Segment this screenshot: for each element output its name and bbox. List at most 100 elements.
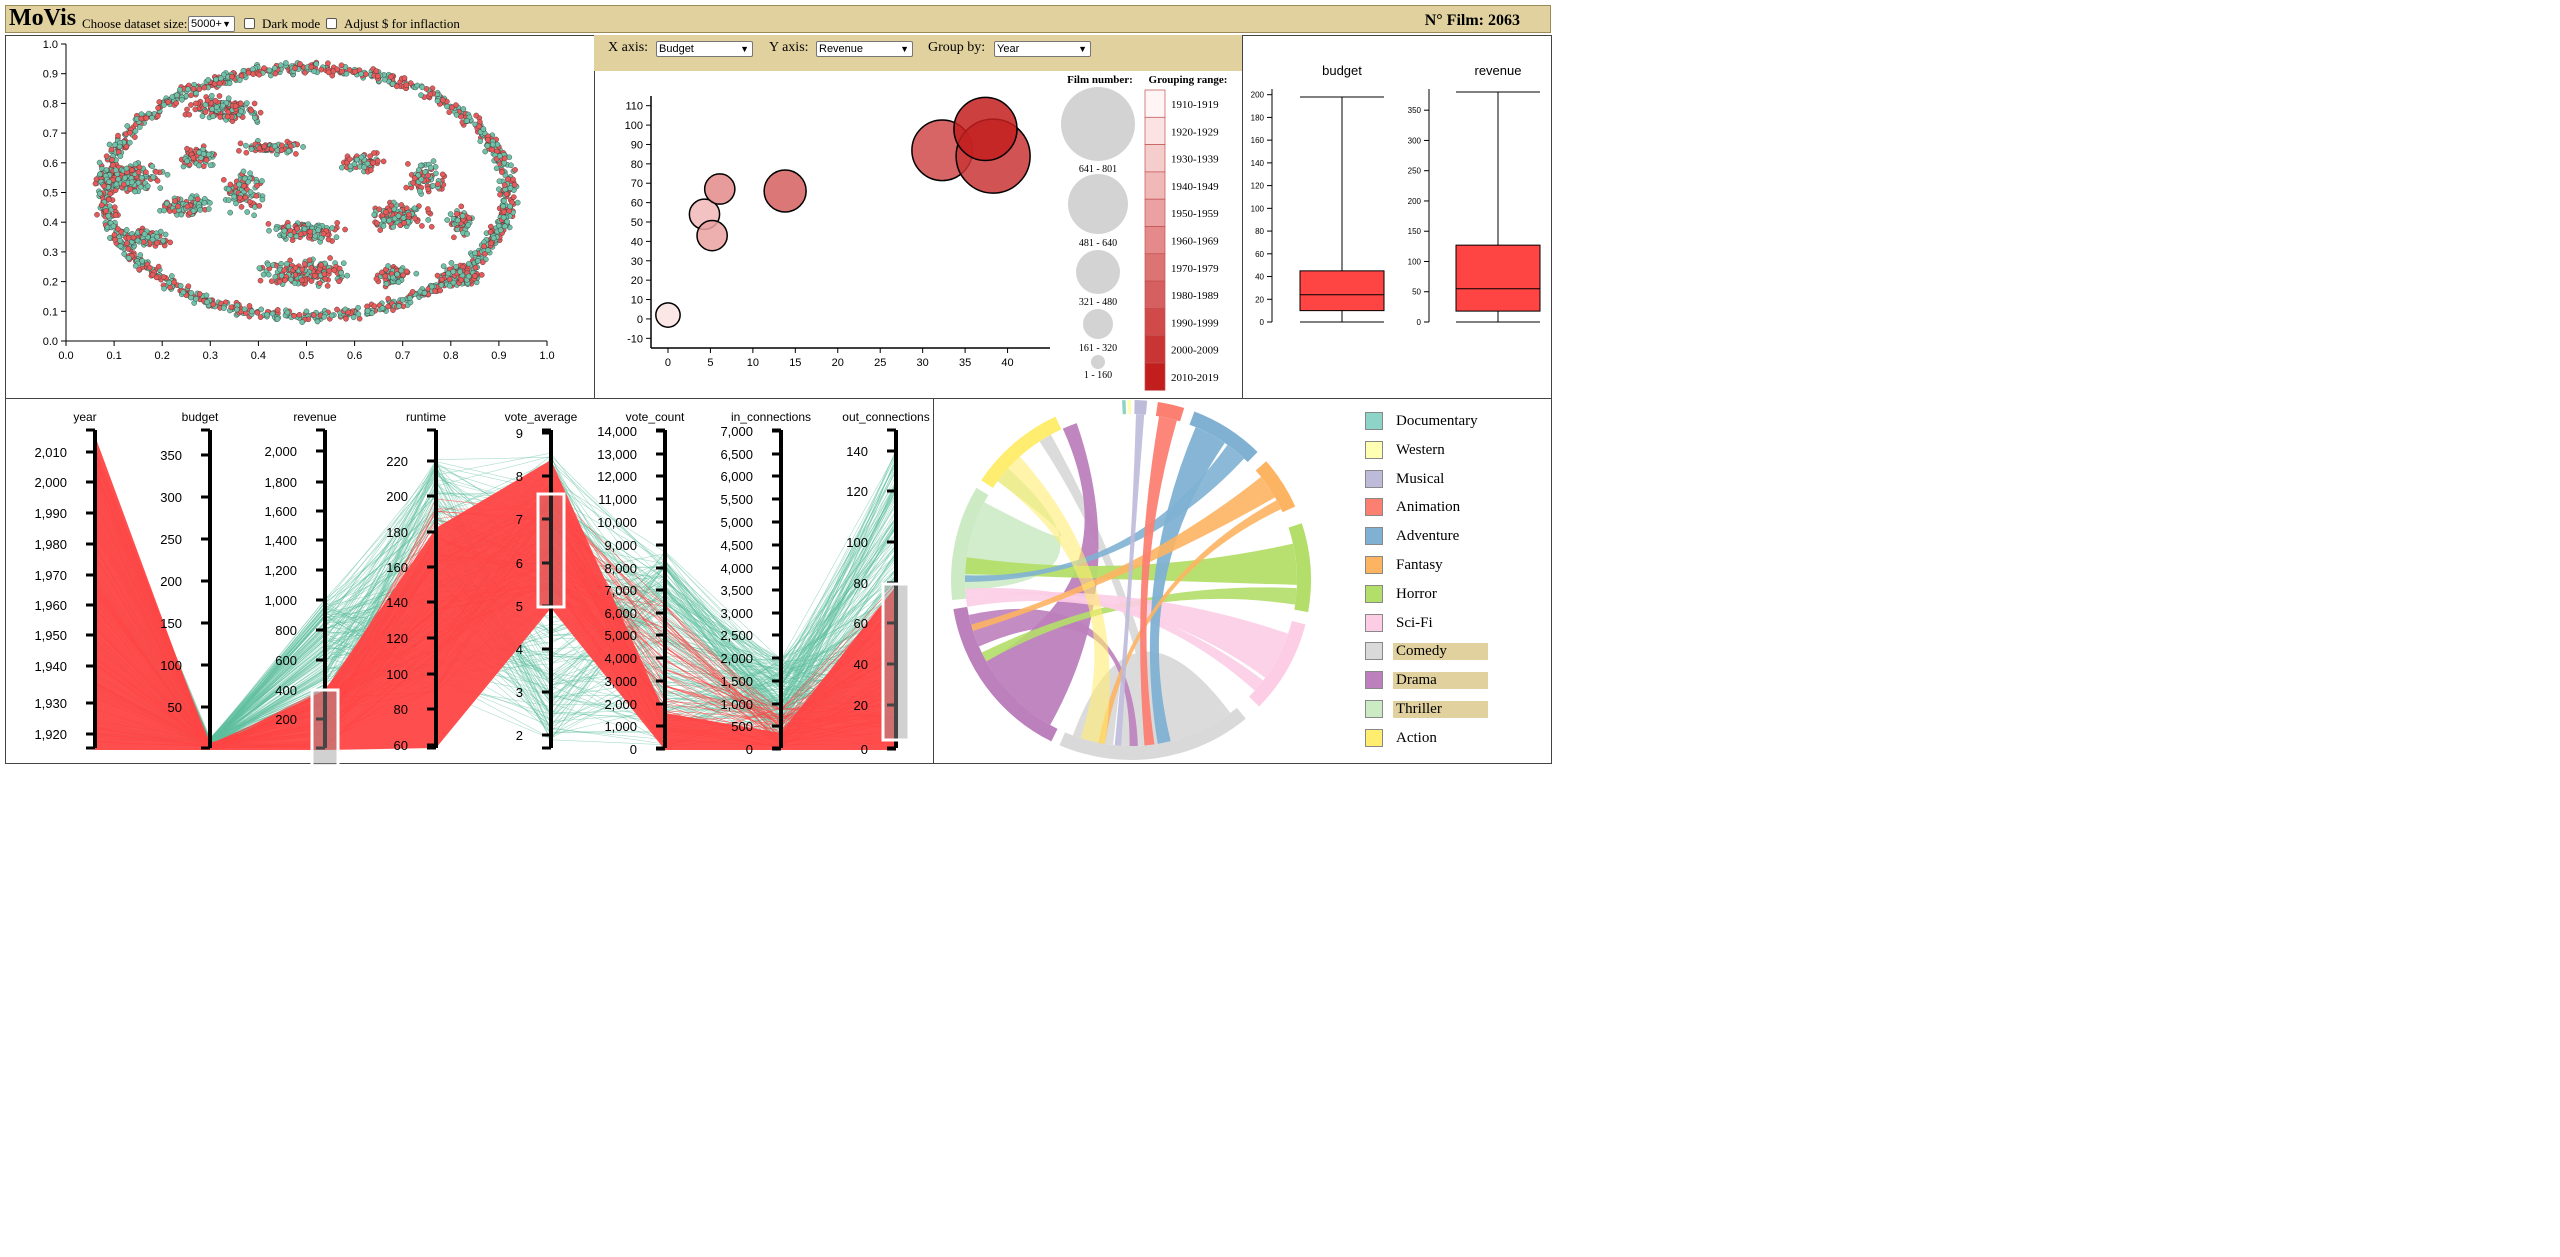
scatter-point[interactable] [299, 277, 305, 284]
scatter-point[interactable] [167, 239, 173, 246]
scatter-point[interactable] [113, 181, 120, 188]
scatter-point[interactable] [321, 313, 328, 320]
scatter-point[interactable] [188, 290, 195, 296]
scatter-point[interactable] [287, 257, 293, 264]
scatter-point[interactable] [411, 205, 418, 212]
scatter-point[interactable] [199, 113, 206, 119]
scatter-point[interactable] [398, 202, 405, 208]
boxplot-box[interactable] [1299, 270, 1385, 312]
scatter-point[interactable] [466, 215, 472, 221]
scatter-point[interactable] [425, 217, 432, 223]
scatter-point[interactable] [439, 171, 446, 178]
scatter-point[interactable] [308, 264, 315, 271]
chord-ribbon[interactable] [1149, 427, 1225, 744]
scatter-point[interactable] [338, 62, 345, 69]
scatter-point[interactable] [126, 255, 132, 261]
scatter-point[interactable] [247, 199, 253, 205]
scatter-point[interactable] [237, 140, 244, 147]
scatter-point[interactable] [364, 160, 371, 167]
scatter-point[interactable] [277, 62, 284, 68]
scatter-point[interactable] [458, 203, 465, 210]
scatter-point[interactable] [489, 146, 495, 153]
scatter-point[interactable] [475, 258, 481, 264]
scatter-point[interactable] [284, 260, 290, 267]
scatter-point[interactable] [115, 132, 121, 139]
scatter-point[interactable] [146, 264, 153, 271]
scatter-point[interactable] [243, 149, 250, 156]
scatter-point[interactable] [283, 60, 289, 66]
scatter-point[interactable] [184, 203, 191, 210]
scatter-point[interactable] [407, 295, 413, 301]
scatter-point[interactable] [460, 106, 467, 112]
scatter-point[interactable] [220, 176, 227, 183]
scatter-point[interactable] [370, 159, 376, 166]
scatter-point[interactable] [446, 276, 453, 283]
scatter-point[interactable] [193, 100, 199, 107]
scatter-point[interactable] [188, 92, 194, 99]
scatter-point[interactable] [299, 266, 306, 273]
scatter-point[interactable] [453, 263, 459, 270]
scatter-point[interactable] [257, 314, 264, 320]
scatter-point[interactable] [400, 215, 407, 221]
scatter-point[interactable] [493, 165, 500, 172]
scatter-point[interactable] [343, 315, 349, 322]
scatter-point[interactable] [196, 162, 202, 169]
scatter-point[interactable] [129, 167, 135, 173]
x-axis-select[interactable]: Budget ▼ [656, 41, 753, 57]
scatter-point[interactable] [465, 260, 472, 267]
scatter-point[interactable] [278, 142, 285, 149]
scatter-point[interactable] [185, 86, 191, 93]
chord-ribbon[interactable] [1140, 416, 1177, 746]
scatter-point[interactable] [106, 141, 113, 148]
scatter-point[interactable] [97, 190, 103, 197]
scatter-point[interactable] [190, 86, 197, 92]
scatter-point[interactable] [433, 170, 439, 177]
scatter-point[interactable] [394, 271, 400, 278]
scatter-point[interactable] [278, 147, 285, 153]
scatter-point[interactable] [312, 272, 318, 279]
scatter-point[interactable] [489, 141, 496, 148]
scatter-point[interactable] [385, 295, 392, 302]
scatter-point[interactable] [273, 226, 280, 232]
scatter-point[interactable] [385, 303, 391, 310]
scatter-point[interactable] [200, 151, 207, 157]
scatter-point[interactable] [379, 305, 386, 312]
scatter-point[interactable] [351, 161, 358, 167]
scatter-point[interactable] [340, 260, 347, 267]
scatter-point[interactable] [485, 136, 491, 143]
scatter-point[interactable] [150, 174, 157, 181]
scatter-point[interactable] [419, 84, 426, 91]
scatter-point[interactable] [180, 289, 187, 296]
scatter-point[interactable] [120, 181, 127, 188]
scatter-point[interactable] [288, 276, 294, 283]
scatter-point[interactable] [338, 164, 345, 171]
scatter-point[interactable] [143, 169, 149, 175]
scatter-point[interactable] [132, 161, 139, 167]
scatter-point[interactable] [226, 80, 233, 87]
scatter-point[interactable] [254, 182, 260, 189]
scatter-point[interactable] [161, 207, 167, 214]
scatter-point[interactable] [385, 263, 391, 269]
scatter-point[interactable] [334, 219, 341, 226]
scatter-point[interactable] [205, 77, 211, 83]
scatter-point[interactable] [257, 109, 264, 116]
scatter-point[interactable] [471, 273, 478, 279]
scatter-point[interactable] [405, 161, 411, 167]
dataset-size-select[interactable]: 5000+ ▼ [188, 16, 235, 32]
scatter-point[interactable] [472, 264, 479, 271]
scatter-point[interactable] [188, 102, 194, 108]
scatter-point[interactable] [205, 151, 212, 158]
scatter-point[interactable] [110, 162, 116, 168]
scatter-point[interactable] [380, 217, 387, 223]
scatter-point[interactable] [256, 265, 263, 272]
scatter-point[interactable] [318, 66, 325, 73]
scatter-point[interactable] [354, 156, 360, 163]
chord-group-arc[interactable] [1134, 400, 1148, 415]
scatter-point[interactable] [383, 280, 390, 287]
bubble-point[interactable] [953, 96, 1018, 162]
out-connections-brush[interactable] [881, 582, 911, 742]
scatter-point[interactable] [98, 202, 105, 208]
scatter-point[interactable] [201, 199, 208, 206]
scatter-point[interactable] [413, 270, 420, 277]
scatter-point[interactable] [401, 220, 408, 226]
